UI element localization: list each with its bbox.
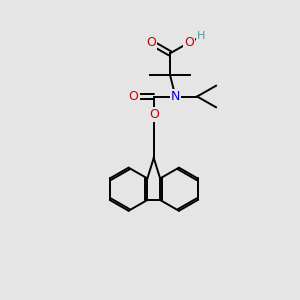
Text: H: H bbox=[197, 31, 206, 41]
Text: O: O bbox=[128, 90, 138, 103]
Text: O: O bbox=[149, 108, 159, 121]
Text: N: N bbox=[171, 90, 180, 103]
Text: O: O bbox=[184, 36, 194, 49]
Text: O: O bbox=[146, 36, 156, 49]
